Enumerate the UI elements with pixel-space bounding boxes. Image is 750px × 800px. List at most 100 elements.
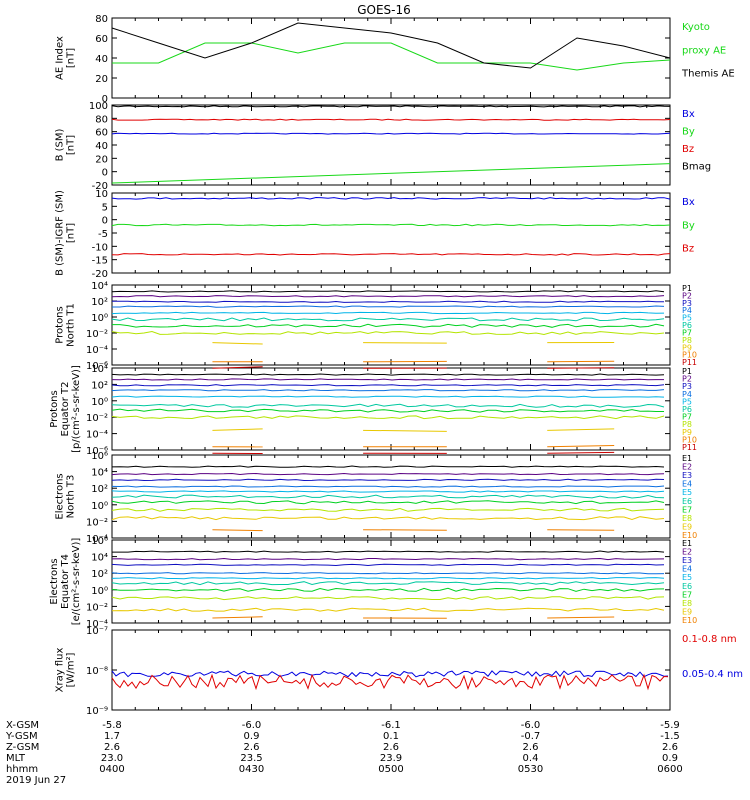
legend-entry: By — [682, 220, 695, 231]
y-tick-label: 10 — [95, 189, 108, 200]
proton-equator-series-7 — [111, 408, 664, 413]
legend: Bx By Bz — [682, 197, 695, 255]
y-tick-label: 10⁻⁹ — [86, 706, 108, 717]
electron-north-series-2 — [111, 472, 665, 476]
legend-entry: E6 — [682, 497, 692, 506]
proton-equator-series-8 — [111, 415, 665, 420]
legend-entry: E5 — [682, 488, 692, 497]
legend-entry: P4 — [682, 390, 692, 399]
y-tick-label: 10⁻⁸ — [86, 666, 108, 677]
electron-equator-series-6 — [111, 581, 665, 586]
y-tick-label: 0 — [102, 216, 108, 227]
legend: Bx By Bz Bmag — [682, 109, 711, 173]
legend-entry: E3 — [682, 556, 692, 565]
proton-equator-series-2 — [111, 378, 664, 381]
y-axis-label-line: Protons — [55, 306, 66, 343]
series-themis-ae — [111, 22, 671, 69]
series-by — [111, 223, 671, 227]
y-axis-label: Xray flux [W/m²] — [55, 648, 77, 693]
legend-entry: P2 — [682, 375, 692, 384]
axis-value: 2.6 — [662, 742, 678, 753]
electron-equator-series-2 — [111, 557, 665, 561]
axis-value: 0.1 — [383, 731, 399, 742]
axis-value: 0.9 — [662, 753, 678, 764]
legend-entry: P1 — [682, 367, 692, 376]
legend-entry: E7 — [682, 505, 692, 514]
y-axis-label: Electrons Equator T4 [e/(cm²-s-sr-keV)] — [49, 538, 82, 626]
legend-entry: P5 — [682, 397, 692, 406]
legend-entry: P5 — [682, 314, 692, 323]
electron-north-series-1 — [111, 465, 665, 468]
series-kyoto-proxy-ae — [112, 42, 671, 71]
y-axis-label-line: B (SM)-IGRF (SM) — [55, 190, 66, 276]
y-tick-label: 60 — [95, 34, 108, 45]
axis-value: 0530 — [518, 764, 543, 775]
y-tick-label: 100 — [89, 101, 108, 112]
y-tick-label: 10⁰ — [91, 397, 108, 408]
y-tick-label: 10⁴ — [91, 553, 108, 564]
y-tick-label: 10⁻² — [86, 517, 108, 528]
y-axis-label-line: North T1 — [66, 303, 77, 347]
y-tick-label: 10⁰ — [91, 586, 108, 597]
legend-entry: P7 — [682, 413, 692, 422]
electron-equator-series-9 — [111, 607, 665, 612]
legend-entry: Bz — [682, 244, 694, 255]
y-tick-label: 10⁻² — [86, 329, 108, 340]
y-axis-label-line: [W/m²] — [66, 652, 77, 687]
y-tick-label: 80 — [95, 14, 108, 25]
legend-entry: E2 — [682, 548, 692, 557]
axis-row-label: X-GSM — [6, 720, 39, 731]
legend-entry: P3 — [682, 382, 692, 391]
chart-title: GOES-16 — [357, 3, 411, 17]
y-tick-label: -20 — [92, 269, 108, 280]
proton-north-series-4 — [112, 305, 665, 308]
legend: Kyoto proxy AE Themis AE — [681, 22, 735, 80]
y-tick-label: 10⁴ — [91, 281, 108, 292]
axis-row-label: Y-GSM — [5, 731, 38, 742]
legend-entry: Themis AE — [681, 69, 735, 80]
proton-north-series-2 — [111, 295, 665, 298]
y-axis-label-line: [e/(cm²-s-sr-keV)] — [71, 538, 82, 626]
series-by — [111, 163, 671, 184]
electron-north-series-3 — [111, 478, 665, 482]
legend-entry: E2 — [682, 463, 692, 472]
proton-north-series-5 — [111, 311, 665, 315]
y-axis-label-line: Equator T4 — [60, 554, 71, 609]
y-tick-label: 40 — [95, 54, 108, 65]
legend-entry: E9 — [682, 522, 692, 531]
y-tick-label: 10² — [91, 297, 108, 308]
proton-north-series-3 — [112, 300, 664, 303]
series-bz — [111, 253, 671, 256]
axis-row-label: MLT — [6, 753, 26, 764]
proton-equator-series-4 — [111, 389, 665, 392]
y-axis-label: Protons Equator T2 [p/(cm²-s-sr-keV)] — [49, 365, 82, 453]
series-xray-0.05-0.4nm — [111, 670, 669, 678]
proton-equator-series-10 — [547, 445, 615, 448]
y-tick-label: 10⁴ — [91, 468, 108, 479]
legend-entry: E8 — [682, 599, 692, 608]
y-tick-label: 40 — [95, 141, 108, 152]
proton-equator-series-9 — [363, 429, 447, 432]
electron-equator-series-1 — [112, 550, 665, 553]
series-bz — [111, 118, 671, 121]
electron-equator-series-7 — [111, 587, 665, 592]
axis-value: 23.0 — [101, 753, 123, 764]
proton-equator-series-6 — [111, 403, 665, 408]
axis-value: 1.7 — [104, 731, 120, 742]
legend-entry: 0.05-0.4 nm — [682, 669, 743, 680]
electron-north-series-6 — [111, 494, 665, 499]
y-tick-label: 60 — [95, 128, 108, 139]
y-tick-label: -5 — [98, 229, 108, 240]
y-axis-label-line: North T3 — [66, 475, 77, 519]
axis-value: 23.5 — [240, 753, 262, 764]
y-axis-label-line: Electrons — [55, 473, 66, 519]
y-axis-label: B (SM)-IGRF (SM) [nT] — [55, 190, 77, 276]
legend-entry: Bx — [682, 109, 695, 120]
y-tick-label: 20 — [95, 74, 108, 85]
legend-entry: E10 — [682, 531, 697, 540]
series-xray-0.1-0.8nm — [111, 673, 669, 691]
y-tick-label: 10⁻⁴ — [86, 345, 108, 356]
